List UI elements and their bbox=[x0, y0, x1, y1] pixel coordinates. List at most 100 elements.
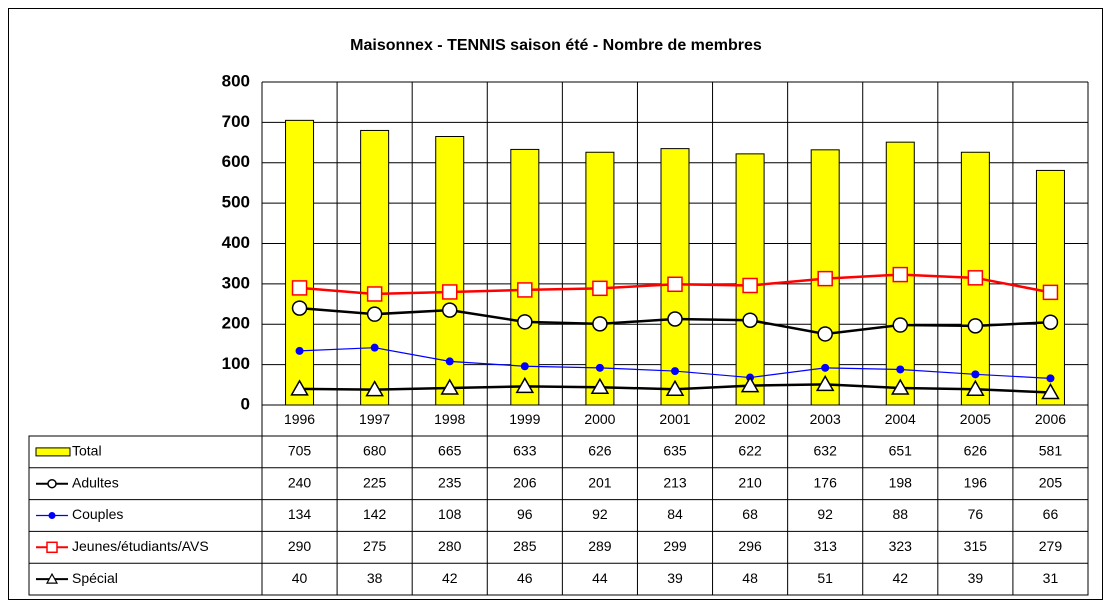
table-value: 39 bbox=[667, 570, 683, 586]
table-value: 296 bbox=[738, 538, 762, 554]
x-tick-label: 2006 bbox=[1035, 411, 1066, 427]
y-tick-label: 800 bbox=[222, 71, 250, 90]
marker bbox=[817, 326, 833, 342]
marker bbox=[440, 378, 460, 395]
table-value: 44 bbox=[592, 570, 608, 586]
table-value: 651 bbox=[889, 443, 913, 459]
table-value: 48 bbox=[742, 570, 758, 586]
marker bbox=[967, 270, 984, 286]
marker bbox=[966, 379, 985, 397]
table-value: 38 bbox=[367, 570, 383, 586]
marker bbox=[665, 379, 685, 397]
table-value: 142 bbox=[363, 506, 387, 522]
legend-label: Jeunes/étudiants/AVS bbox=[72, 538, 209, 554]
table-value: 235 bbox=[438, 474, 462, 490]
x-tick-label: 2003 bbox=[810, 411, 841, 427]
legend-label: Spécial bbox=[72, 570, 118, 586]
x-tick-label: 1999 bbox=[509, 411, 540, 427]
bar bbox=[585, 151, 615, 406]
table-value: 198 bbox=[889, 474, 913, 490]
x-tick-label: 1996 bbox=[284, 411, 315, 427]
marker bbox=[1042, 284, 1059, 301]
table-value: 680 bbox=[363, 443, 387, 459]
marker bbox=[517, 314, 533, 330]
legend-label: Total bbox=[72, 443, 102, 459]
y-tick-label: 100 bbox=[222, 354, 250, 373]
marker bbox=[890, 378, 910, 395]
marker bbox=[595, 363, 604, 372]
table-value: 285 bbox=[513, 538, 537, 554]
marker bbox=[291, 300, 308, 316]
y-tick-label: 400 bbox=[222, 233, 250, 252]
table-value: 313 bbox=[814, 538, 838, 554]
table-value: 92 bbox=[817, 506, 833, 522]
marker bbox=[592, 316, 608, 332]
marker bbox=[445, 357, 454, 366]
legend-marker bbox=[45, 572, 59, 584]
table-value: 31 bbox=[1043, 570, 1059, 586]
marker bbox=[817, 270, 833, 287]
table-value: 705 bbox=[288, 443, 312, 459]
marker bbox=[667, 276, 683, 293]
y-tick-label: 700 bbox=[222, 112, 250, 131]
table-value: 205 bbox=[1039, 474, 1063, 490]
marker bbox=[515, 376, 535, 394]
table-value: 225 bbox=[363, 474, 387, 490]
x-tick-label: 2000 bbox=[584, 411, 615, 427]
marker bbox=[370, 343, 379, 352]
table-value: 92 bbox=[592, 506, 608, 522]
marker bbox=[892, 317, 909, 333]
marker bbox=[441, 302, 458, 318]
table-value: 76 bbox=[968, 506, 984, 522]
marker bbox=[592, 280, 608, 297]
table-value: 68 bbox=[742, 506, 758, 522]
table-value: 96 bbox=[517, 506, 533, 522]
table-value: 290 bbox=[288, 538, 312, 554]
marker bbox=[667, 311, 683, 327]
table-value: 626 bbox=[588, 443, 612, 459]
marker bbox=[517, 282, 533, 298]
marker bbox=[1041, 382, 1060, 400]
marker bbox=[365, 380, 384, 397]
table-value: 42 bbox=[892, 570, 908, 586]
legend-swatch bbox=[35, 447, 71, 457]
legend-marker bbox=[46, 541, 58, 554]
x-tick-label: 2004 bbox=[885, 411, 916, 427]
table-value: 626 bbox=[964, 443, 988, 459]
marker bbox=[971, 370, 980, 379]
table-value: 201 bbox=[588, 474, 612, 490]
table-value: 632 bbox=[814, 443, 838, 459]
legend-marker bbox=[47, 478, 57, 489]
x-tick-label: 2001 bbox=[659, 411, 690, 427]
marker bbox=[366, 286, 383, 302]
table-value: 279 bbox=[1039, 538, 1063, 554]
table-value: 108 bbox=[438, 506, 462, 522]
table-value: 40 bbox=[292, 570, 308, 586]
marker bbox=[742, 277, 758, 294]
table-value: 134 bbox=[288, 506, 312, 522]
marker bbox=[290, 379, 309, 396]
table-value: 280 bbox=[438, 538, 462, 554]
table-value: 206 bbox=[513, 474, 537, 490]
y-tick-label: 600 bbox=[222, 152, 250, 171]
marker bbox=[441, 284, 458, 300]
marker bbox=[742, 312, 758, 328]
table-value: 240 bbox=[288, 474, 312, 490]
legend-label: Couples bbox=[72, 506, 123, 522]
x-tick-label: 1998 bbox=[434, 411, 465, 427]
marker bbox=[590, 377, 610, 394]
table-value: 176 bbox=[814, 474, 838, 490]
table-value: 289 bbox=[588, 538, 612, 554]
bar bbox=[360, 129, 390, 406]
table-value: 213 bbox=[663, 474, 687, 490]
x-tick-label: 2002 bbox=[735, 411, 766, 427]
table-value: 51 bbox=[817, 570, 833, 586]
table-value: 323 bbox=[889, 538, 913, 554]
table-value: 622 bbox=[738, 443, 762, 459]
marker bbox=[1046, 374, 1055, 383]
y-tick-label: 300 bbox=[222, 273, 250, 292]
table-value: 196 bbox=[964, 474, 988, 490]
y-tick-label: 500 bbox=[222, 193, 250, 212]
table-value: 46 bbox=[517, 570, 533, 586]
